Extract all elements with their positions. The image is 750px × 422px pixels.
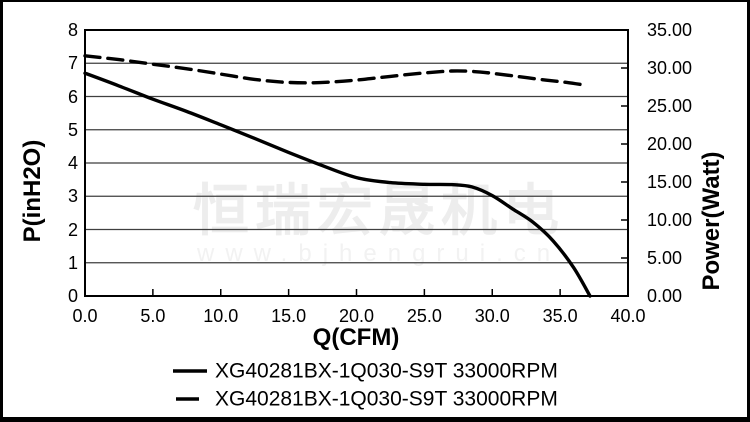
y-right-tick-label: 10.00 — [647, 210, 693, 230]
curve-pressure — [83, 71, 592, 298]
y-axis-left-title: P(inH2O) — [19, 139, 46, 243]
x-tick-label: 35.0 — [542, 306, 578, 326]
y-left-tick-label: 7 — [67, 53, 78, 74]
y-left-tick-label: 4 — [67, 153, 78, 173]
y-right-tick-label: 35.00 — [647, 20, 693, 40]
curve-power — [83, 54, 589, 88]
watermark-company-text: 恒瑞宏晟机电 — [193, 179, 565, 242]
x-tick-label: 15.0 — [271, 306, 307, 326]
x-tick-label: 40.0 — [610, 306, 646, 326]
y-right-tick-label: 15.00 — [647, 172, 693, 192]
y-left-tick-label: 0 — [67, 286, 78, 306]
y-right-tick-label: 30.00 — [647, 58, 693, 78]
legend-label-pressure-curve: XG40281BX-1Q030-S9T 33000RPM — [215, 359, 558, 383]
y-right-tick-label: 20.00 — [647, 134, 693, 154]
y-right-tick-label: 0.00 — [647, 286, 683, 306]
x-tick-label: 25.0 — [406, 306, 442, 326]
y-right-tick-label: 5.00 — [647, 248, 683, 268]
y-left-tick-label: 8 — [67, 20, 78, 40]
x-tick-label: 5.0 — [140, 306, 166, 326]
y-left-tick-label: 2 — [67, 219, 78, 240]
chart-plot-svg — [83, 29, 629, 401]
legend-label-power-curve: XG40281BX-1Q030-S9T 33000RPM — [215, 387, 558, 411]
x-tick-label: 20.0 — [338, 306, 375, 326]
y-axis-right-title: Power(Watt) — [698, 151, 725, 291]
x-tick-label: 10.0 — [203, 306, 239, 326]
y-left-tick-label: 1 — [67, 252, 78, 273]
y-right-tick-label: 25.00 — [647, 96, 693, 116]
x-axis-title: Q(CFM) — [312, 324, 400, 351]
x-tick-label: 0.0 — [72, 306, 98, 326]
y-left-tick-label: 6 — [67, 86, 78, 107]
x-tick-label: 30.0 — [474, 306, 510, 326]
y-left-tick-label: 5 — [67, 119, 78, 140]
y-left-tick-label: 3 — [67, 186, 78, 207]
